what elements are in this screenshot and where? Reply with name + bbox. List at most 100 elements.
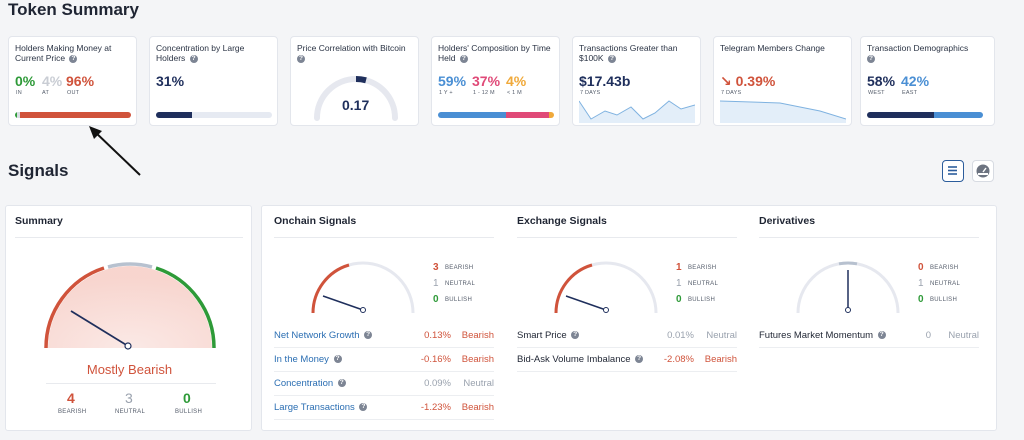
telegram-sparkline xyxy=(720,100,846,123)
comp-1y-label: 1 Y + xyxy=(439,90,453,96)
onchain-bearish-count: 3 xyxy=(433,262,439,273)
list-view-button[interactable] xyxy=(942,160,964,182)
gauge-pivot xyxy=(124,342,132,350)
help-icon[interactable]: ? xyxy=(867,54,875,63)
comp-1m-value: 4% xyxy=(506,73,527,89)
gauge-view-button[interactable] xyxy=(972,160,994,182)
summary-bullish-count: 0 xyxy=(183,390,191,406)
card-large-transactions[interactable]: Transactions Greater than $100K ? $17.43… xyxy=(572,36,701,126)
divider xyxy=(46,383,216,384)
signal-label[interactable]: Bid-Ask Volume Imbalance ? xyxy=(517,354,644,365)
signal-label[interactable]: Concentration ? xyxy=(274,378,346,389)
gauge-fill xyxy=(311,263,350,314)
card-holders-making-money[interactable]: Holders Making Money at Current Price ? … xyxy=(8,36,137,126)
help-icon[interactable]: ? xyxy=(607,54,616,63)
bearish-label: BEARISH xyxy=(445,265,474,271)
gauge-pivot xyxy=(845,307,851,313)
west-value: 58% xyxy=(867,73,896,89)
gauge-needle xyxy=(322,295,364,311)
summary-bearish-label: BEARISH xyxy=(58,409,87,415)
signal-pct: 0.09% xyxy=(424,378,451,389)
card-price-correlation[interactable]: Price Correlation with Bitcoin? 0.17 xyxy=(290,36,419,126)
card-title: Holders Making Money at Current Price xyxy=(15,43,112,63)
exchange-neutral-count: 1 xyxy=(676,278,682,289)
help-icon[interactable]: ? xyxy=(333,355,342,364)
signal-verdict: Neutral xyxy=(463,378,494,389)
signal-pct: -2.08% xyxy=(663,354,694,365)
token-summary-title: Token Summary xyxy=(8,0,140,19)
bullish-label: BULLISH xyxy=(445,297,473,303)
gauge-needle xyxy=(70,310,129,347)
signal-verdict: Bearish xyxy=(704,354,737,365)
help-icon[interactable]: ? xyxy=(359,403,368,412)
signals-title: Signals xyxy=(8,161,69,180)
signal-label[interactable]: In the Money ? xyxy=(274,354,342,365)
card-transaction-demographics[interactable]: Transaction Demographics? 58% 42% WEST E… xyxy=(860,36,995,126)
signal-row-concentration[interactable]: Concentration ? 0.09% Neutral xyxy=(274,372,494,396)
down-arrow-icon: ↘ xyxy=(720,73,732,89)
transactions-period: 7 DAYS xyxy=(580,90,601,96)
help-icon[interactable]: ? xyxy=(364,331,373,340)
signal-row-net-network-growth[interactable]: Net Network Growth ? 0.13% Bearish xyxy=(274,324,494,348)
help-icon[interactable]: ? xyxy=(635,355,644,364)
comp-1m-label: < 1 M xyxy=(507,90,522,96)
bullish-label: BULLISH xyxy=(930,297,958,303)
help-icon[interactable]: ? xyxy=(459,54,468,63)
signal-row-smart-price[interactable]: Smart Price ? 0.01% Neutral xyxy=(517,324,737,348)
divider xyxy=(759,237,979,238)
derivatives-bullish-count: 0 xyxy=(918,294,924,305)
summary-bearish-count: 4 xyxy=(67,390,75,406)
divider xyxy=(274,237,494,238)
signal-verdict: Neutral xyxy=(706,330,737,341)
arrow-shaft xyxy=(92,129,141,176)
bar-segment-in xyxy=(15,112,17,118)
gauge-pivot xyxy=(360,307,366,313)
help-icon[interactable]: ? xyxy=(69,54,78,63)
help-icon[interactable]: ? xyxy=(297,54,305,63)
signals-detail-panel: Onchain Signals 3 BEARISH 1 NEUTRAL 0 BU… xyxy=(261,205,997,431)
sparkline-line xyxy=(720,100,846,120)
signal-label[interactable]: Futures Market Momentum ? xyxy=(759,330,886,341)
gauge-track xyxy=(554,261,658,314)
sparkline-area xyxy=(720,101,846,123)
signal-verdict: Bearish xyxy=(461,354,494,365)
sparkline-area xyxy=(579,101,695,123)
signal-row-in-the-money[interactable]: In the Money ? -0.16% Bearish xyxy=(274,348,494,372)
help-icon[interactable]: ? xyxy=(337,379,346,388)
help-icon[interactable]: ? xyxy=(189,54,198,63)
gauge-track xyxy=(311,261,415,314)
bar-segment-east xyxy=(934,112,983,118)
derivatives-neutral-count: 1 xyxy=(918,278,924,289)
gauge-fill-area xyxy=(48,266,212,348)
east-label: EAST xyxy=(902,90,918,96)
summary-gauge xyxy=(44,262,216,350)
card-title: Price Correlation with Bitcoin xyxy=(297,43,406,53)
concentration-value: 31% xyxy=(156,73,185,89)
bar-segment-at xyxy=(17,112,20,118)
signal-verdict: Bearish xyxy=(461,330,494,341)
concentration-bar xyxy=(156,112,272,118)
signal-row-large-transactions[interactable]: Large Transactions ? -1.23% Bearish xyxy=(274,396,494,420)
in-value: 0% xyxy=(15,73,36,89)
help-icon[interactable]: ? xyxy=(877,331,886,340)
concentration-bar-fill xyxy=(156,112,192,118)
bar-segment-1y xyxy=(438,112,507,118)
help-icon[interactable]: ? xyxy=(571,331,580,340)
out-label: OUT xyxy=(67,90,80,96)
signal-label[interactable]: Smart Price ? xyxy=(517,330,580,341)
bar-segment-west xyxy=(867,112,935,118)
exchange-title: Exchange Signals xyxy=(517,215,607,227)
west-label: WEST xyxy=(868,90,885,96)
signal-label[interactable]: Net Network Growth ? xyxy=(274,330,373,341)
card-concentration[interactable]: Concentration by Large Holders ? 31% xyxy=(149,36,278,126)
signal-row-futures-momentum[interactable]: Futures Market Momentum ? 0 Neutral xyxy=(759,324,979,348)
gauge-arc-neutral xyxy=(107,262,153,269)
card-telegram-members[interactable]: Telegram Members Change ↘ 0.39% 7 DAYS xyxy=(713,36,852,126)
demographics-bar xyxy=(867,112,983,118)
onchain-bullish-count: 0 xyxy=(433,294,439,305)
signal-row-bid-ask-imbalance[interactable]: Bid-Ask Volume Imbalance ? -2.08% Bearis… xyxy=(517,348,737,372)
card-holders-composition[interactable]: Holders' Composition by Time Held ? 59% … xyxy=(431,36,560,126)
signal-label[interactable]: Large Transactions ? xyxy=(274,402,368,413)
signal-verdict: Bearish xyxy=(461,402,494,413)
composition-bar xyxy=(438,112,554,118)
